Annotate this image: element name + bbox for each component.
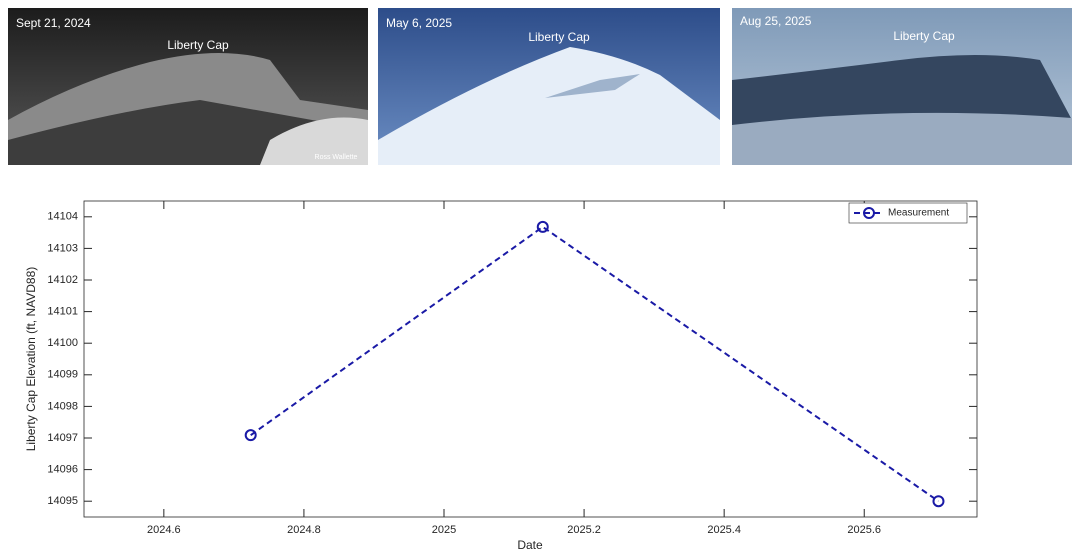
y-tick-label: 14102 <box>47 274 78 286</box>
plot-area <box>83 200 978 518</box>
photo-date: May 6, 2025 <box>386 16 452 30</box>
y-tick-label: 14104 <box>47 211 78 223</box>
y-tick-label: 14098 <box>47 400 78 412</box>
legend-label: Measurement <box>888 208 949 219</box>
photo-date: Aug 25, 2025 <box>740 14 812 28</box>
data-point <box>536 220 549 233</box>
x-tick-label: 2025.4 <box>707 524 741 536</box>
data-point <box>244 429 257 442</box>
x-axis-label: Date <box>517 538 543 552</box>
photo: Aug 25, 2025 Liberty Cap <box>732 8 1072 165</box>
y-tick-label: 14100 <box>47 337 78 349</box>
photo: Sept 21, 2024 Liberty Cap Ross Wallette <box>8 8 368 165</box>
x-tick-label: 2024.6 <box>147 524 181 536</box>
y-tick-label: 14097 <box>47 432 78 444</box>
photo-title: Liberty Cap <box>528 30 590 44</box>
photo: May 6, 2025 Liberty Cap <box>378 8 720 165</box>
y-axis-label: Liberty Cap Elevation (ft, NAVD88) <box>24 267 38 452</box>
photo-credit: Ross Wallette <box>315 154 358 161</box>
y-tick-label: 14101 <box>47 306 78 318</box>
x-tick-label: 2024.8 <box>287 524 321 536</box>
legend-marker <box>863 207 875 219</box>
y-tick-label: 14099 <box>47 369 78 381</box>
photo-date: Sept 21, 2024 <box>16 16 91 30</box>
x-tick-label: 2025 <box>432 524 456 536</box>
x-tick-label: 2025.6 <box>847 524 881 536</box>
y-tick-label: 14095 <box>47 495 78 507</box>
y-tick-label: 14103 <box>47 242 78 254</box>
photo-title: Liberty Cap <box>167 38 229 52</box>
x-tick-label: 2025.2 <box>567 524 601 536</box>
legend <box>848 202 968 224</box>
photo-title: Liberty Cap <box>893 29 955 43</box>
data-point <box>932 495 945 508</box>
y-tick-label: 14096 <box>47 464 78 476</box>
